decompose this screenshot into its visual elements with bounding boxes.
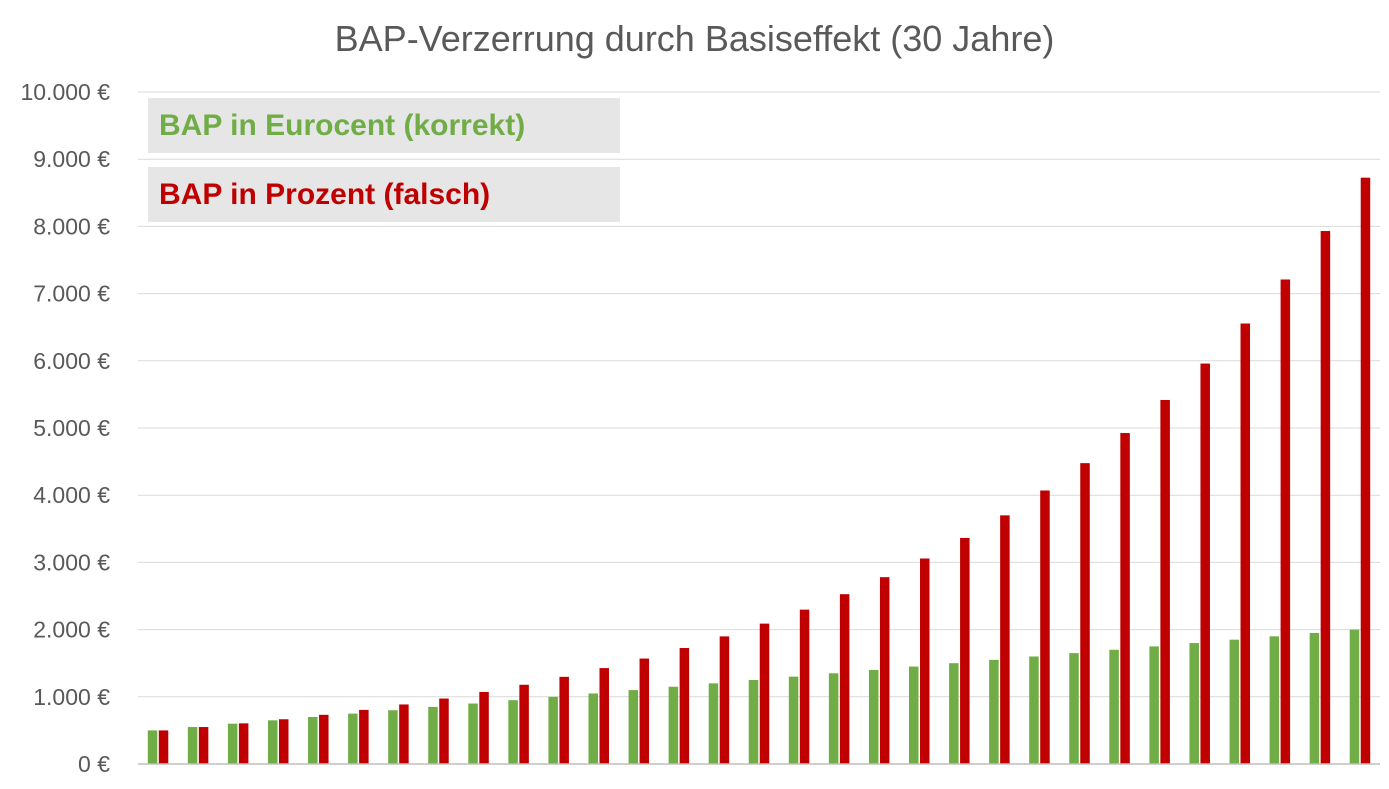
y-tick-label: 5.000 € bbox=[33, 415, 110, 441]
bar-prozent bbox=[158, 730, 169, 764]
bar-eurocent bbox=[989, 659, 999, 764]
bars bbox=[147, 177, 1371, 764]
bar-eurocent bbox=[628, 690, 639, 764]
bar-prozent bbox=[1120, 433, 1130, 764]
bar-eurocent bbox=[508, 700, 518, 764]
legend-entry-prozent: BAP in Prozent (falsch) bbox=[148, 167, 620, 222]
bar-eurocent bbox=[909, 666, 919, 764]
bar-prozent bbox=[799, 609, 810, 764]
bar-eurocent bbox=[1029, 656, 1039, 764]
bar-prozent bbox=[679, 648, 690, 764]
bar-eurocent bbox=[868, 669, 879, 764]
y-tick-label: 3.000 € bbox=[33, 549, 110, 575]
bar-prozent bbox=[278, 719, 289, 764]
bar-eurocent bbox=[949, 663, 959, 764]
bar-eurocent bbox=[227, 723, 238, 764]
bar-prozent bbox=[519, 684, 529, 764]
bar-eurocent bbox=[348, 713, 358, 764]
bar-prozent bbox=[839, 594, 850, 764]
bar-eurocent bbox=[1349, 629, 1360, 764]
bar-prozent bbox=[198, 727, 209, 764]
y-tick-label: 10.000 € bbox=[20, 79, 110, 105]
bar-prozent bbox=[359, 709, 369, 764]
bar-eurocent bbox=[1269, 636, 1280, 764]
y-axis-tick-labels: 0 € 1.000 € 2.000 € 3.000 € 4.000 € 5.000 € 6.… bbox=[20, 79, 110, 777]
bar-prozent bbox=[1320, 231, 1331, 764]
bar-prozent bbox=[920, 558, 930, 764]
bar-eurocent bbox=[308, 716, 318, 764]
legend-entry-eurocent: BAP in Eurocent (korrekt) bbox=[148, 98, 620, 153]
gridlines bbox=[138, 91, 1380, 698]
y-tick-label: 6.000 € bbox=[33, 348, 110, 374]
bar-eurocent bbox=[1309, 632, 1320, 764]
bar-prozent bbox=[759, 623, 770, 764]
bar-eurocent bbox=[668, 686, 679, 764]
bar-prozent bbox=[1360, 177, 1371, 764]
bar-eurocent bbox=[1189, 643, 1199, 764]
y-tick-label: 7.000 € bbox=[33, 281, 110, 307]
bar-prozent bbox=[639, 658, 650, 764]
bar-eurocent bbox=[428, 706, 438, 764]
bar-prozent bbox=[238, 723, 249, 764]
bar-prozent bbox=[879, 577, 890, 764]
bar-eurocent bbox=[1069, 653, 1079, 764]
bar-eurocent bbox=[828, 673, 839, 764]
bar-eurocent bbox=[1229, 639, 1240, 764]
bar-prozent bbox=[479, 691, 489, 764]
bar-prozent bbox=[439, 698, 449, 764]
y-tick-label: 9.000 € bbox=[33, 146, 110, 172]
bar-eurocent bbox=[748, 680, 759, 764]
bar-eurocent bbox=[1109, 649, 1119, 764]
bar-prozent bbox=[559, 676, 569, 764]
bar-prozent bbox=[1000, 515, 1010, 764]
bar-prozent bbox=[1040, 490, 1050, 764]
bar-eurocent bbox=[1149, 646, 1159, 764]
bar-eurocent bbox=[468, 703, 478, 764]
bar-prozent bbox=[1160, 399, 1170, 764]
bar-prozent bbox=[1080, 463, 1090, 764]
y-tick-label: 1.000 € bbox=[33, 684, 110, 710]
bar-prozent bbox=[1200, 363, 1210, 764]
y-tick-label: 0 € bbox=[78, 751, 110, 777]
bar-eurocent bbox=[788, 676, 799, 764]
bar-eurocent bbox=[548, 696, 558, 764]
bar-eurocent bbox=[187, 727, 198, 764]
y-tick-label: 8.000 € bbox=[33, 213, 110, 239]
y-tick-label: 4.000 € bbox=[33, 482, 110, 508]
bar-eurocent bbox=[267, 720, 278, 764]
bar-eurocent bbox=[147, 730, 158, 764]
chart-title: BAP-Verzerrung durch Basiseffekt (30 Jah… bbox=[334, 18, 1055, 59]
bar-eurocent bbox=[388, 710, 398, 764]
bar-eurocent bbox=[588, 693, 598, 764]
bar-prozent bbox=[960, 537, 970, 764]
bar-prozent bbox=[719, 636, 730, 764]
bar-prozent bbox=[1280, 279, 1291, 764]
bar-eurocent bbox=[708, 683, 719, 764]
bar-prozent bbox=[319, 714, 329, 764]
y-tick-label: 2.000 € bbox=[33, 617, 110, 643]
bar-prozent bbox=[599, 668, 609, 764]
bar-prozent bbox=[1240, 323, 1251, 764]
bar-prozent bbox=[399, 704, 409, 764]
